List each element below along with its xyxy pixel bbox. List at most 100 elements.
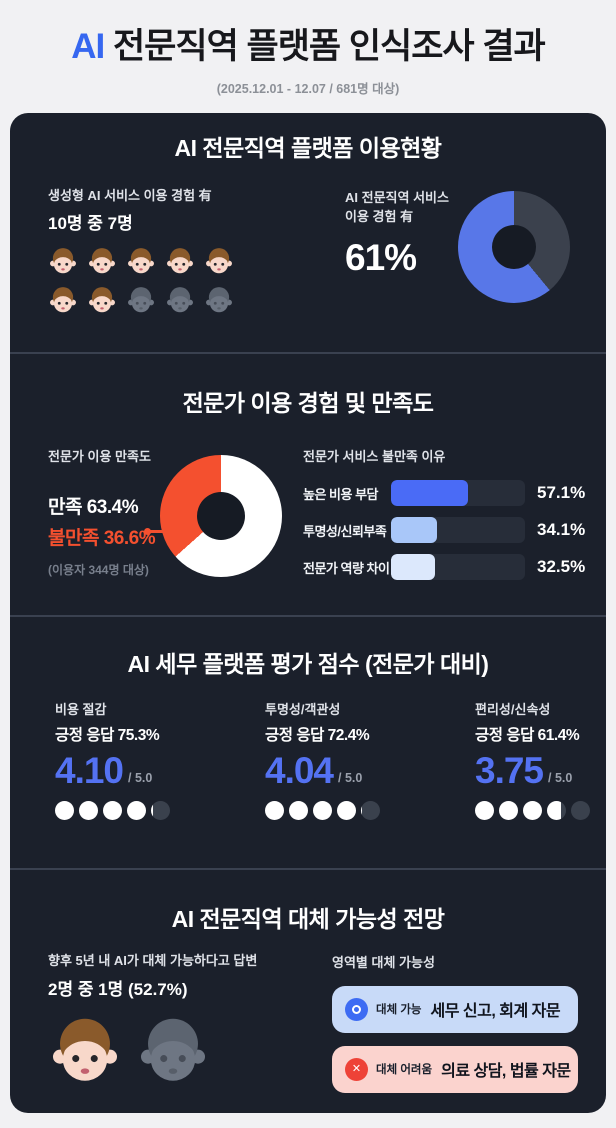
bar-row: 전문가 역량 차이 32.5% bbox=[303, 554, 585, 581]
person-face-icon bbox=[87, 247, 117, 277]
person-face-icon bbox=[126, 247, 156, 277]
replacement-answer-block: 향후 5년 내 AI가 대체 가능하다고 답변 2명 중 1명 (52.7%) bbox=[48, 952, 257, 1090]
badge-text: 세무 신고, 회계 자문 bbox=[430, 1003, 561, 1021]
score-dot bbox=[475, 800, 494, 820]
score-dot bbox=[127, 800, 146, 820]
score-label: 비용 절감 bbox=[55, 702, 107, 717]
unsatisfied-value: 불만족 36.6% bbox=[48, 528, 156, 549]
score-max: / 5.0 bbox=[548, 770, 573, 785]
score-max: / 5.0 bbox=[128, 770, 153, 785]
score-dot bbox=[55, 800, 74, 820]
replacement-answer-value: 2명 중 1명 (52.7%) bbox=[48, 979, 188, 999]
bar-row: 높은 비용 부담 57.1% bbox=[303, 480, 585, 507]
page-title: AI 전문직역 플랫폼 인식조사 결과 bbox=[0, 24, 616, 70]
bar-fill bbox=[391, 480, 468, 507]
section-satisfaction: 전문가 이용 경험 및 만족도 전문가 이용 만족도 만족 63.4% 불만족 … bbox=[10, 352, 606, 615]
person-face-icon bbox=[204, 247, 234, 277]
positive-response: 긍정 응답 72.4% bbox=[265, 726, 370, 744]
score-dot bbox=[103, 800, 122, 820]
score-label: 편리성/신속성 bbox=[475, 702, 551, 717]
section-usage: AI 전문직역 플랫폼 이용현황 생성형 AI 서비스 이용 경험 有 10명 … bbox=[10, 113, 606, 352]
score-dot bbox=[547, 800, 566, 820]
satisfaction-values-block: 만족 63.4% 불만족 36.6% (이용자 344명 대상) bbox=[48, 492, 156, 578]
bar-track bbox=[391, 480, 525, 507]
dissatisfaction-bars: 높은 비용 부담 57.1% 투명성/신뢰부족 34.1% 전문가 역량 차이 … bbox=[303, 480, 585, 581]
score-column-cost: 비용 절감 긍정 응답 75.3% 4.10 / 5.0 bbox=[55, 701, 240, 820]
score-dots bbox=[265, 800, 450, 820]
section-satisfaction-title: 전문가 이용 경험 및 만족도 bbox=[182, 390, 434, 416]
hard-to-replace-badge: ✕ 대체 어려움 의료 상담, 법률 자문 bbox=[332, 1045, 578, 1093]
platform-usage-label-line2: 이용 경험 有 bbox=[345, 208, 414, 224]
score-dot bbox=[523, 800, 542, 820]
score-dot bbox=[313, 800, 332, 820]
bar-value: 57.1% bbox=[537, 483, 586, 503]
score-row: 4.10 / 5.0 bbox=[55, 749, 240, 792]
score-dot bbox=[289, 800, 308, 820]
satisfaction-donut-chart bbox=[160, 455, 282, 577]
header: AI 전문직역 플랫폼 인식조사 결과 (2025.12.01 - 12.07 … bbox=[0, 24, 616, 97]
score-row: 4.04 / 5.0 bbox=[265, 749, 450, 792]
score-dot bbox=[571, 800, 590, 820]
positive-response: 긍정 응답 61.4% bbox=[475, 726, 580, 744]
score-dots bbox=[475, 800, 616, 820]
section-outlook-title: AI 전문직역 대체 가능성 전망 bbox=[171, 906, 445, 932]
person-face-icon-inactive bbox=[165, 286, 195, 316]
bar-value: 32.5% bbox=[537, 557, 586, 577]
title-accent: AI bbox=[71, 27, 105, 66]
score-label: 투명성/객관성 bbox=[265, 702, 341, 717]
person-face-icon bbox=[48, 1016, 122, 1090]
score-max: / 5.0 bbox=[338, 770, 363, 785]
replacement-areas-label: 영역별 대체 가능성 bbox=[332, 955, 435, 970]
person-face-icon bbox=[48, 247, 78, 277]
bar-track bbox=[391, 517, 525, 544]
bar-row: 투명성/신뢰부족 34.1% bbox=[303, 517, 585, 544]
unsatisfied-pointer-line bbox=[144, 527, 171, 534]
badge-tag: 대체 가능 bbox=[376, 1004, 422, 1017]
positive-response: 긍정 응답 75.3% bbox=[55, 726, 160, 744]
score-column-convenience: 편리성/신속성 긍정 응답 61.4% 3.75 / 5.0 bbox=[475, 701, 616, 820]
speech-bubble-x-icon: ✕ bbox=[345, 1057, 368, 1081]
replacement-areas-block: 영역별 대체 가능성 대체 가능 세무 신고, 회계 자문 ✕ 대체 어려움 의… bbox=[332, 954, 578, 1093]
person-face-icon-inactive bbox=[126, 286, 156, 316]
person-face-icon-inactive bbox=[204, 286, 234, 316]
bar-label: 투명성/신뢰부족 bbox=[303, 523, 387, 539]
satisfaction-donut-label: 전문가 이용 만족도 bbox=[48, 449, 151, 464]
bar-fill bbox=[391, 517, 437, 544]
section-outlook: AI 전문직역 대체 가능성 전망 향후 5년 내 AI가 대체 가능하다고 답… bbox=[10, 868, 606, 1113]
faces-pictogram bbox=[48, 247, 234, 316]
bar-track bbox=[391, 554, 525, 581]
respondents-note: (이용자 344명 대상) bbox=[48, 563, 149, 577]
score-dot bbox=[337, 800, 356, 820]
outlook-faces-pictogram bbox=[48, 1016, 257, 1090]
title-rest: 전문직역 플랫폼 인식조사 결과 bbox=[104, 27, 546, 66]
generative-ai-usage-block: 생성형 AI 서비스 이용 경험 有 10명 중 7명 bbox=[48, 187, 234, 316]
platform-usage-label-line1: AI 전문직역 서비스 bbox=[345, 190, 449, 205]
score-dots bbox=[55, 800, 240, 820]
section-scores: AI 세무 플랫폼 평가 점수 (전문가 대비) 비용 절감 긍정 응답 75.… bbox=[10, 615, 606, 868]
score-value: 4.10 bbox=[55, 749, 124, 791]
score-value: 3.75 bbox=[475, 749, 544, 791]
bar-label: 전문가 역량 차이 bbox=[303, 560, 390, 576]
score-dot bbox=[361, 800, 380, 820]
dissatisfaction-reasons-label: 전문가 서비스 불만족 이유 bbox=[303, 449, 446, 464]
infographic-card: AI 전문직역 플랫폼 이용현황 생성형 AI 서비스 이용 경험 有 10명 … bbox=[10, 113, 606, 1113]
score-row: 3.75 / 5.0 bbox=[475, 749, 616, 792]
score-dot bbox=[151, 800, 170, 820]
speech-bubble-o-icon bbox=[345, 997, 368, 1021]
usage-donut-chart bbox=[458, 191, 570, 303]
score-dot bbox=[265, 800, 284, 820]
platform-usage-percent: 61% bbox=[345, 236, 417, 278]
person-face-icon-inactive bbox=[136, 1016, 210, 1090]
person-face-icon bbox=[48, 286, 78, 316]
bar-label: 높은 비용 부담 bbox=[303, 486, 378, 502]
person-face-icon bbox=[87, 286, 117, 316]
score-dot bbox=[499, 800, 518, 820]
replacement-answer-label: 향후 5년 내 AI가 대체 가능하다고 답변 bbox=[48, 953, 258, 968]
bar-value: 34.1% bbox=[537, 520, 586, 540]
section-usage-title: AI 전문직역 플랫폼 이용현황 bbox=[174, 135, 442, 161]
score-value: 4.04 bbox=[265, 749, 334, 791]
dissatisfaction-reasons-block: 전문가 서비스 불만족 이유 높은 비용 부담 57.1% 투명성/신뢰부족 3… bbox=[303, 448, 585, 591]
